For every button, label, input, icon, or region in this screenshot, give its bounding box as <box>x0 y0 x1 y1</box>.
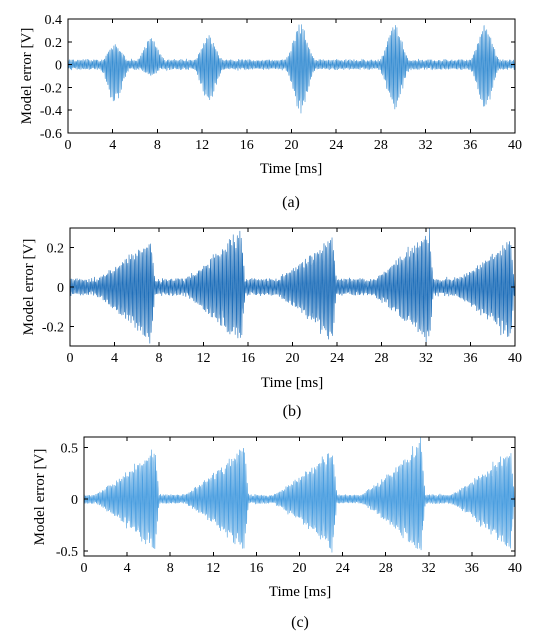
xtick-label: 24 <box>336 561 350 576</box>
xtick-label: 16 <box>240 138 254 153</box>
xtick-label: 8 <box>154 138 161 153</box>
panel-a-caption: (a) <box>282 194 300 211</box>
panel-b-xlabel: Time [ms] <box>261 375 323 391</box>
ytick-label: 0.2 <box>45 36 63 51</box>
xtick-label: 20 <box>293 561 307 576</box>
panel-b-trace <box>69 228 516 344</box>
xtick-label: 20 <box>285 138 299 153</box>
xtick-label: 16 <box>249 561 263 576</box>
ytick-label: 0.4 <box>45 13 63 28</box>
panel-c-caption: (c) <box>291 614 309 631</box>
xtick-label: 24 <box>329 138 343 153</box>
xtick-label: 12 <box>195 138 209 153</box>
xtick-label: 40 <box>508 561 522 576</box>
xtick-label: 16 <box>241 351 255 366</box>
panel-b: 0 4 8 12 16 20 24 28 32 36 40 0.2 0 -0.2 Time [ms] Mo… <box>21 227 522 420</box>
panel-b-ylabel: Model error [V] <box>21 239 37 336</box>
xtick-label: 20 <box>286 351 300 366</box>
xtick-label: 36 <box>465 561 479 576</box>
panel-a-ticks: 0 4 8 12 16 20 24 28 32 36 40 0.4 0.2 0 -0.2 -0.4 -0.6 <box>40 13 522 153</box>
xtick-label: 4 <box>124 561 131 576</box>
panel-c-trace <box>83 437 516 553</box>
xtick-label: 28 <box>374 138 388 153</box>
xtick-label: 12 <box>197 351 211 366</box>
panel-c: 0 4 8 12 16 20 24 28 32 36 400.50-0.5 Time [ms] Mo… <box>32 436 522 631</box>
panel-a-ylabel: Model error [V] <box>19 28 35 125</box>
ytick-label: 0 <box>55 59 62 74</box>
panel-c-ylabel: Model error [V] <box>32 449 48 546</box>
ytick-label: 0 <box>71 493 78 508</box>
xtick-label: 4 <box>111 351 118 366</box>
xtick-label: 0 <box>65 138 72 153</box>
xtick-label: 32 <box>419 351 433 366</box>
xtick-label: 40 <box>508 351 522 366</box>
xtick-label: 32 <box>419 138 433 153</box>
ytick-label: -0.2 <box>42 320 64 335</box>
ytick-label: -0.5 <box>56 545 78 560</box>
xtick-label: 8 <box>156 351 163 366</box>
xtick-label: 40 <box>508 138 522 153</box>
xtick-label: 32 <box>422 561 436 576</box>
ytick-label: -0.4 <box>40 104 62 119</box>
panel-a: 0 4 8 12 16 20 24 28 32 36 40 0.4 0.2 0 -0.2 -0.4 -0.6 T… <box>19 13 522 211</box>
xtick-label: 36 <box>464 351 478 366</box>
panel-c-xlabel: Time [ms] <box>269 584 331 600</box>
panel-a-xlabel: Time [ms] <box>260 161 322 177</box>
xtick-label: 36 <box>463 138 477 153</box>
xtick-label: 4 <box>109 138 116 153</box>
ytick-label: 0.2 <box>47 242 65 257</box>
xtick-label: 28 <box>379 561 393 576</box>
panel-c-ticks: 0 4 8 12 16 20 24 28 32 36 400.50-0.5 <box>56 437 522 576</box>
xtick-label: 28 <box>375 351 389 366</box>
xtick-label: 0 <box>67 351 74 366</box>
ytick-label: -0.2 <box>40 81 62 96</box>
panel-b-caption: (b) <box>283 403 302 420</box>
ytick-label: -0.6 <box>40 127 62 142</box>
xtick-label: 0 <box>81 561 88 576</box>
xtick-label: 8 <box>167 561 174 576</box>
panel-a-trace <box>67 24 516 114</box>
panel-b-ticks: 0 4 8 12 16 20 24 28 32 36 40 0.2 0 -0.2 <box>42 228 522 366</box>
ytick-label: 0.5 <box>61 441 79 456</box>
xtick-label: 24 <box>330 351 344 366</box>
xtick-label: 12 <box>206 561 220 576</box>
ytick-label: 0 <box>57 281 64 296</box>
